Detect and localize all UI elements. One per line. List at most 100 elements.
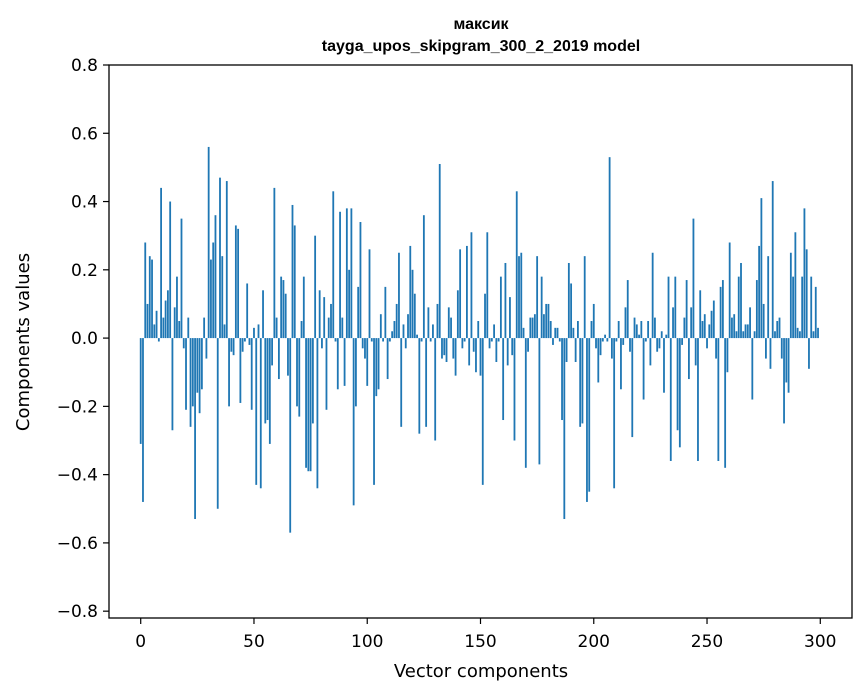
bar <box>755 280 758 339</box>
bar <box>418 338 421 434</box>
bar <box>264 338 267 424</box>
bar <box>570 283 573 339</box>
bar <box>182 338 185 349</box>
bar <box>171 338 174 431</box>
bar <box>198 338 201 414</box>
bar <box>599 338 602 356</box>
bar <box>665 334 668 339</box>
bar <box>207 146 210 339</box>
bar <box>382 338 384 342</box>
bar <box>400 338 403 427</box>
x-axis-ticks: 0 50 100 150 200 250 300 <box>135 618 837 652</box>
bar <box>762 303 765 339</box>
bar <box>266 338 269 421</box>
bar <box>407 314 409 339</box>
bar <box>635 324 638 339</box>
bar <box>166 290 169 339</box>
bar <box>345 208 348 339</box>
bar <box>513 338 516 441</box>
bar <box>547 303 550 339</box>
bar <box>697 338 699 461</box>
bar <box>771 181 774 339</box>
bar <box>787 338 790 393</box>
bar <box>565 338 568 362</box>
bar <box>481 338 484 485</box>
bar <box>316 338 319 489</box>
bar <box>475 338 477 373</box>
x-tick-label: 250 <box>691 632 723 652</box>
bar <box>384 286 387 339</box>
bar <box>778 317 781 339</box>
bar <box>466 245 468 339</box>
bar <box>200 338 203 390</box>
bar <box>658 338 661 349</box>
bar <box>298 338 301 417</box>
bar <box>461 338 464 349</box>
x-tick-label: 50 <box>243 632 265 652</box>
bar <box>692 218 695 339</box>
bar <box>162 317 165 339</box>
bar <box>257 324 260 339</box>
bar <box>683 317 686 339</box>
bar <box>203 317 206 339</box>
bar <box>524 338 527 468</box>
bar <box>357 286 360 339</box>
bar <box>180 218 183 339</box>
bar <box>608 157 611 339</box>
bar <box>339 211 341 339</box>
bar <box>185 338 187 410</box>
bar <box>244 338 246 342</box>
bar <box>341 317 344 339</box>
bar <box>690 307 693 339</box>
bar <box>250 338 253 410</box>
bar <box>470 232 473 339</box>
bar <box>626 280 629 339</box>
bar <box>468 338 471 366</box>
bar <box>314 235 317 339</box>
bar <box>520 252 523 339</box>
bar <box>379 314 382 339</box>
bar <box>765 338 767 359</box>
bar <box>216 338 219 509</box>
bar <box>169 201 172 339</box>
bar <box>219 177 221 339</box>
bar <box>484 293 486 339</box>
bar <box>173 307 176 339</box>
bar <box>427 307 430 339</box>
bar <box>613 338 616 489</box>
bar <box>789 252 792 339</box>
bar <box>543 314 545 339</box>
bar <box>796 327 799 339</box>
bar <box>305 338 307 468</box>
bar <box>393 321 396 339</box>
bar <box>617 321 620 339</box>
bar <box>502 338 505 421</box>
y-axis-ticks: −0.8 −0.6 −0.4 −0.2 0.0 0.2 0.4 0.6 0.8 <box>57 56 109 622</box>
x-tick-label: 100 <box>351 632 383 652</box>
bar <box>225 181 228 339</box>
bar <box>447 307 450 339</box>
bar <box>355 338 357 407</box>
bar <box>359 222 362 339</box>
bar <box>536 256 539 339</box>
bar <box>733 314 736 339</box>
bar <box>287 338 289 376</box>
bar <box>323 297 326 339</box>
bar <box>438 163 441 339</box>
bar <box>506 338 509 366</box>
bar <box>228 338 230 407</box>
y-tick-label: −0.6 <box>57 534 98 554</box>
bar <box>681 338 684 345</box>
bar <box>728 242 731 339</box>
bar <box>275 317 278 339</box>
bar <box>638 334 640 339</box>
bar <box>309 338 312 472</box>
bar <box>191 338 194 407</box>
bar <box>479 338 482 376</box>
bar <box>572 327 575 339</box>
bar <box>676 338 679 431</box>
bar <box>411 269 414 339</box>
bar <box>672 307 674 339</box>
bar <box>685 280 688 339</box>
y-tick-label: 0.4 <box>71 193 98 213</box>
